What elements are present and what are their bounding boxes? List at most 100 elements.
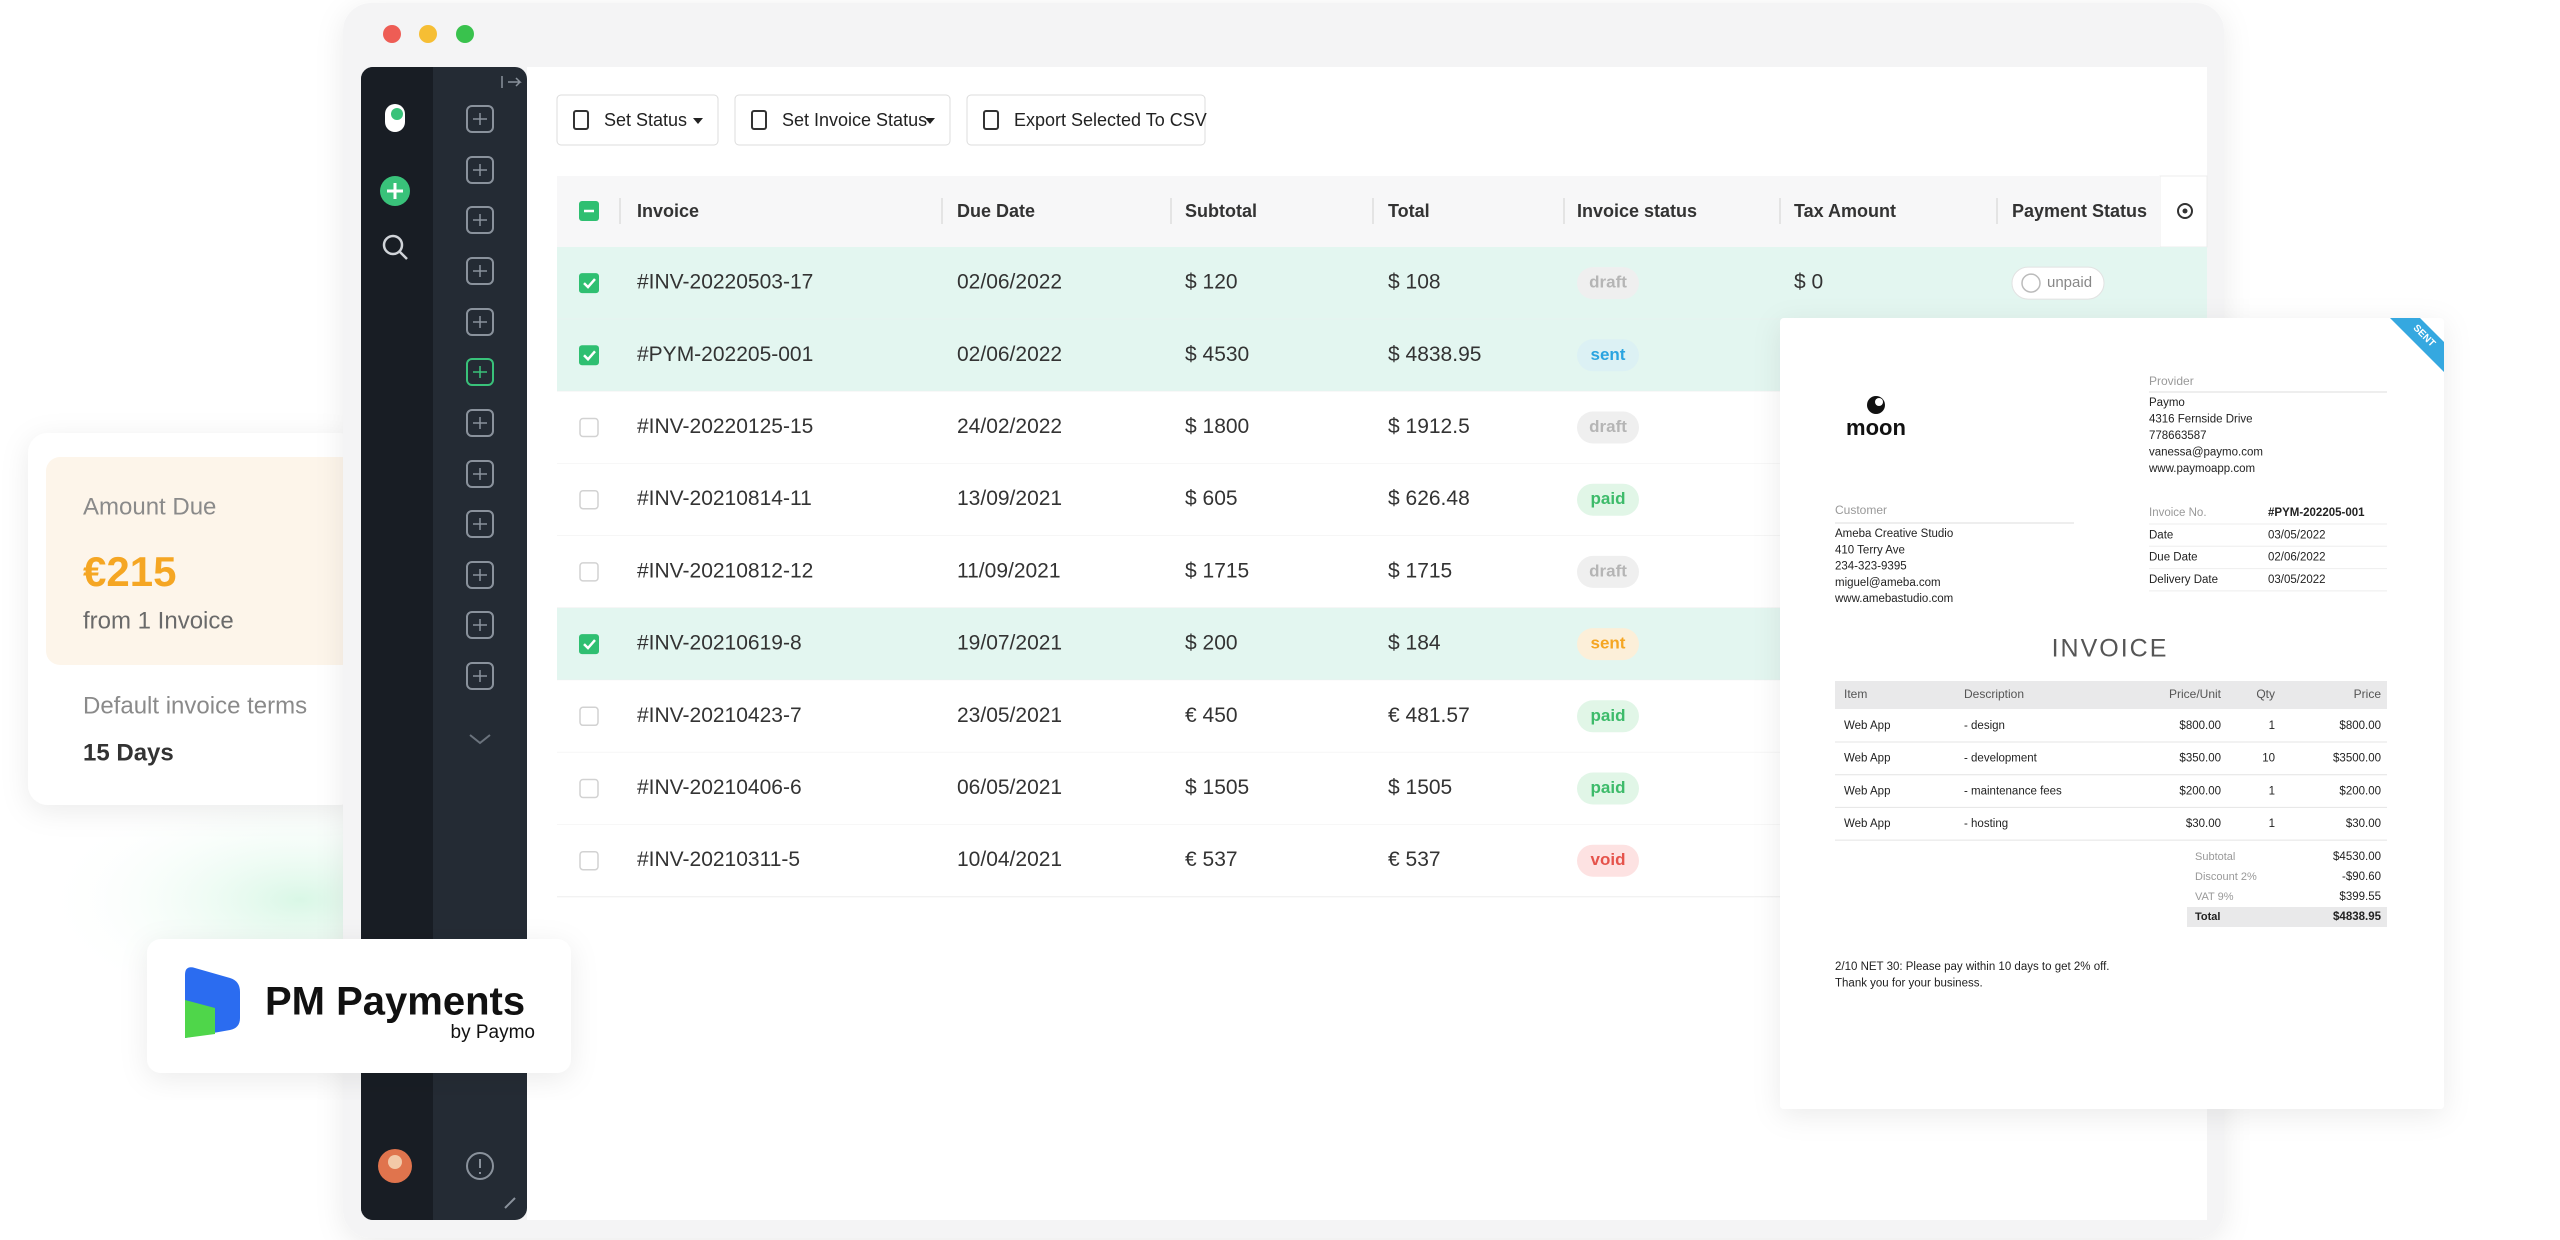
status-label: sent	[1591, 345, 1626, 364]
row-checkbox-mark	[583, 639, 596, 650]
items-column: Item	[1844, 687, 1867, 701]
nav-icon[interactable]	[466, 662, 494, 690]
row-checkbox[interactable]	[579, 562, 599, 582]
nav-icon[interactable]	[466, 156, 494, 184]
cell-subtotal: $ 1715	[1185, 559, 1249, 582]
minimize-dot[interactable]	[419, 25, 437, 43]
search-button[interactable]	[382, 234, 404, 256]
cell-total: $ 4838.95	[1388, 343, 1481, 366]
sidebar-rail	[361, 67, 433, 1220]
nav-icon-detail	[473, 316, 487, 328]
item-cell: Web App	[1844, 753, 1890, 765]
cell-invoice: #INV-20220503-17	[637, 271, 813, 294]
status-label: draft	[1589, 417, 1627, 436]
status-badge	[1577, 844, 1639, 877]
item-cell: - development	[1964, 753, 2038, 765]
nav-icon-detail	[473, 468, 487, 480]
cell-invoice: #INV-20210311-5	[637, 848, 800, 871]
nav-icon[interactable]	[466, 206, 494, 234]
items-column: Price	[2354, 687, 2382, 701]
nav-icon[interactable]	[466, 257, 494, 285]
nav-icon-detail	[473, 113, 487, 125]
nav-icon[interactable]	[466, 308, 494, 336]
nav-icon-detail	[473, 366, 487, 378]
status-label: void	[1591, 850, 1626, 869]
gear-center	[2182, 208, 2188, 214]
toolbar-icon	[573, 110, 589, 130]
cell-invoice: #INV-20220125-15	[637, 415, 813, 438]
nav-icon[interactable]	[466, 105, 494, 133]
cell-due-date: 06/05/2021	[957, 776, 1062, 799]
row-checkbox[interactable]	[579, 706, 599, 727]
status-badge	[1577, 411, 1639, 444]
brand-name: PM Payments	[265, 980, 525, 1024]
collapse-button[interactable]	[501, 76, 522, 88]
cell-total: $ 1715	[1388, 559, 1452, 582]
cell-due-date: 02/06/2022	[957, 343, 1062, 366]
brand-logo-green	[185, 1000, 215, 1038]
more-button[interactable]	[469, 734, 491, 745]
logo-text: moon	[1846, 415, 1906, 440]
row-checkbox[interactable]	[579, 345, 599, 366]
cell-due-date: 13/09/2021	[957, 487, 1062, 510]
status-badge	[1577, 628, 1639, 661]
item-cell: 1	[2269, 785, 2275, 797]
close-dot[interactable]	[383, 25, 401, 43]
provider-line: www.paymoapp.com	[2148, 463, 2255, 475]
provider-line: 4316 Fernside Drive	[2149, 414, 2253, 426]
nav-icon[interactable]	[466, 409, 494, 437]
maximize-dot[interactable]	[456, 25, 474, 43]
total-label: Discount 2%	[2195, 871, 2257, 883]
row-checkbox[interactable]	[579, 489, 599, 510]
nav-icon[interactable]	[466, 460, 494, 488]
nav-icon-detail	[473, 164, 487, 176]
cell-total: $ 1505	[1388, 776, 1452, 799]
logo-mark	[1867, 396, 1885, 414]
cell-due-date: 10/04/2021	[957, 848, 1062, 871]
cell-total: $ 1912.5	[1388, 415, 1470, 438]
nav-icon-detail	[473, 417, 487, 429]
row-checkbox[interactable]	[579, 634, 599, 655]
customer-line: Ameba Creative Studio	[1835, 528, 1953, 540]
app-logo-dot	[391, 108, 403, 120]
total-value: $399.55	[2339, 891, 2381, 903]
item-cell: $30.00	[2346, 818, 2381, 830]
row-checkbox[interactable]	[579, 417, 599, 438]
cell-subtotal: $ 200	[1185, 632, 1238, 655]
nav-icon-detail	[473, 214, 487, 226]
customer-line: www.amebastudio.com	[1834, 593, 1953, 605]
toolbar-button[interactable]	[734, 94, 951, 146]
cell-total: $ 108	[1388, 271, 1441, 294]
item-cell: 1	[2269, 720, 2275, 732]
cell-due-date: 02/06/2022	[957, 271, 1062, 294]
amount-subtitle: from 1 Invoice	[83, 607, 234, 634]
row-checkbox[interactable]	[579, 273, 599, 294]
payment-icon	[2021, 273, 2041, 293]
toolbar-button[interactable]	[966, 94, 1206, 146]
nav-icon[interactable]	[466, 358, 494, 386]
toolbar-button[interactable]	[556, 94, 719, 146]
status-badge	[1577, 267, 1639, 300]
table-row[interactable]	[557, 247, 2207, 320]
logo-mark-cut	[1875, 398, 1883, 406]
cell-subtotal: $ 120	[1185, 271, 1238, 294]
payment-label: unpaid	[2047, 274, 2092, 291]
nav-icon[interactable]	[466, 561, 494, 589]
nav-icon[interactable]	[466, 611, 494, 639]
settings-wrench[interactable]	[504, 1197, 516, 1209]
item-cell: $3500.00	[2333, 753, 2381, 765]
detail-label: Date	[2149, 529, 2173, 541]
customer-label: Customer	[1835, 503, 1887, 517]
amount-card: Amount Due €215 from 1 Invoice Default invo…	[28, 433, 358, 805]
nav-icon[interactable]	[466, 510, 494, 538]
item-cell: $30.00	[2186, 818, 2221, 830]
cell-invoice: #INV-20210406-6	[637, 776, 802, 799]
note-line: 2/10 NET 30: Please pay within 10 days t…	[1835, 961, 2109, 973]
cell-invoice: #INV-20210423-7	[637, 704, 802, 727]
item-cell: 1	[2269, 818, 2275, 830]
row-checkbox[interactable]	[579, 850, 599, 871]
info-button[interactable]	[466, 1152, 494, 1180]
row-checkbox[interactable]	[579, 778, 599, 799]
